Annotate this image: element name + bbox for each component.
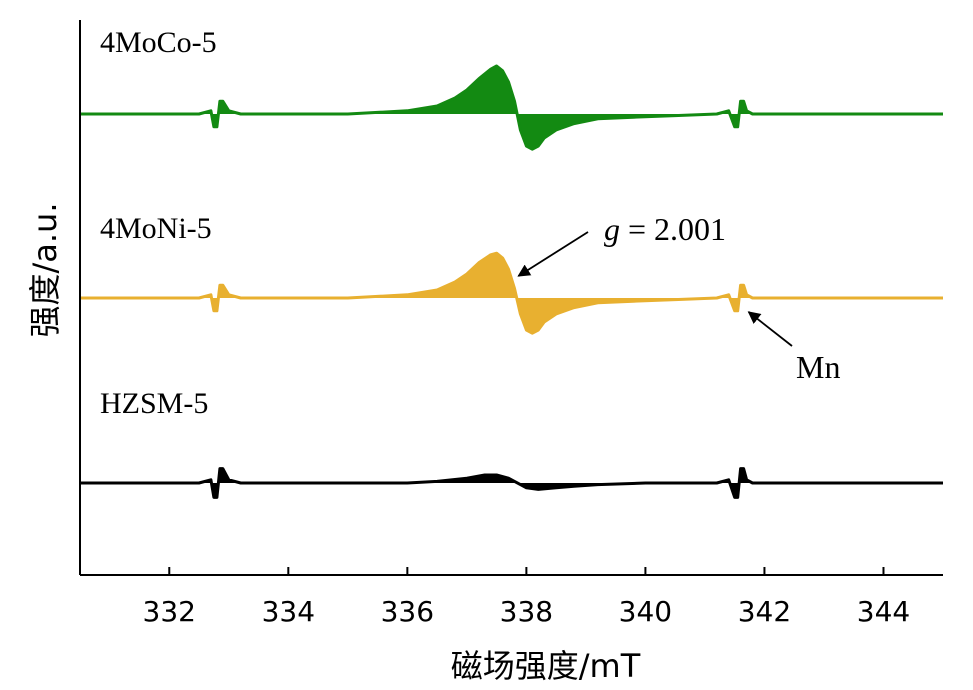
series-fill-4moco-5	[80, 66, 943, 150]
x-tick-label: 336	[381, 595, 434, 628]
annotation-mn-arrow	[747, 311, 793, 347]
series-fill-hzsm-5	[80, 468, 943, 498]
annotation-mn-label: Mn	[796, 349, 840, 385]
y-axis-title: 强度/a.u.	[26, 202, 64, 337]
series-fill-4moni-5	[80, 253, 943, 334]
x-tick-label: 332	[143, 595, 196, 628]
plot-area	[80, 64, 943, 499]
x-axis-title: 磁场强度/mT	[451, 647, 641, 685]
series-line-4moco-5	[80, 64, 943, 151]
series-label-4moco-5: 4MoCo-5	[100, 26, 217, 59]
annotation-g-value: g = 2.001	[604, 211, 726, 247]
x-tick-label: 342	[738, 595, 791, 628]
annotation-g-arrow	[517, 231, 589, 277]
series-label-hzsm-5: HZSM-5	[100, 387, 208, 420]
chart-labels: 4MoCo-5 4MoNi-5 HZSM-5 磁场强度/mT 强度/a.u. g = 2.…	[26, 26, 840, 685]
series-line-4moni-5	[80, 251, 943, 335]
x-tick-label: 334	[262, 595, 315, 628]
series-label-4moni-5: 4MoNi-5	[100, 212, 212, 245]
axes: 332 334 336 338 340 342 344	[79, 20, 943, 628]
series-line-hzsm-5	[80, 467, 943, 499]
x-tick-label: 338	[500, 595, 553, 628]
x-tick-label: 340	[619, 595, 672, 628]
x-tick-label: 344	[857, 595, 910, 628]
